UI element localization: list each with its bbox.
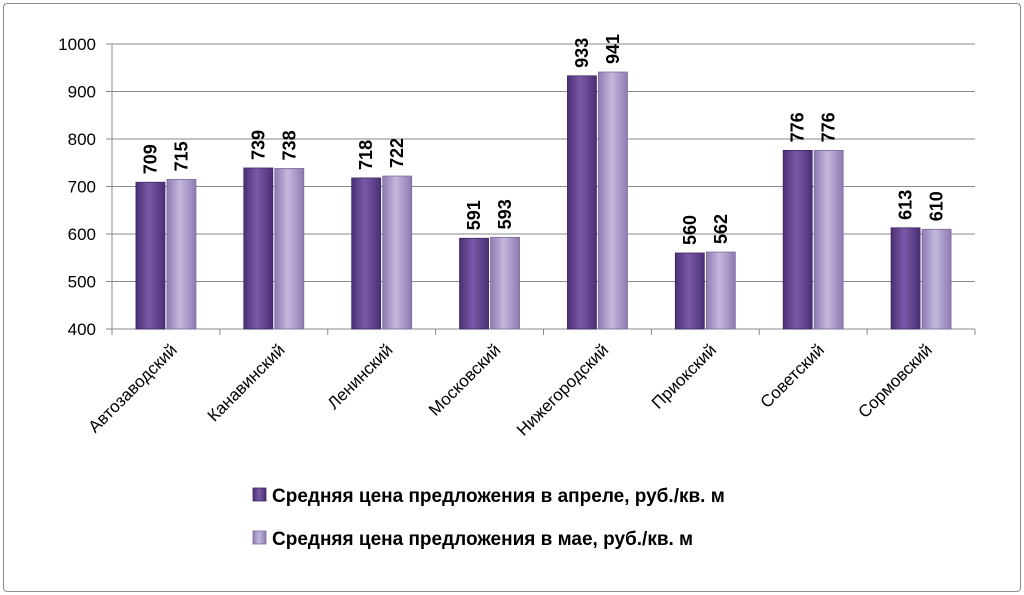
- x-category-label: Советский: [757, 340, 828, 411]
- bar: [135, 181, 166, 330]
- bar: [674, 252, 705, 330]
- y-tick-label: 600: [68, 225, 96, 244]
- bar: [598, 71, 628, 330]
- x-axis-labels: Автозаводский Канавинский Ленинский Московс…: [85, 340, 936, 439]
- legend-label: Средняя цена предложения в апреле, руб./…: [272, 486, 725, 507]
- y-axis-ticks: 400 500 600 700 800 900 1000: [58, 35, 96, 339]
- y-tick-label: 500: [68, 273, 96, 292]
- bar: [243, 167, 274, 330]
- data-label: 941: [603, 34, 623, 64]
- bar: [274, 168, 305, 330]
- bar: [166, 178, 197, 330]
- bar: [705, 251, 736, 330]
- bar: [782, 149, 813, 330]
- x-category-label: Московский: [425, 340, 504, 419]
- x-category-label: Нижегородский: [513, 340, 612, 439]
- legend-swatch: [252, 487, 267, 502]
- data-labels: 709 715 739 738 718 722 591 593 933 941 560 562 776 7…: [140, 34, 946, 245]
- bar: [351, 177, 382, 330]
- bar: [490, 236, 520, 330]
- bar: [567, 75, 597, 330]
- data-label: 593: [495, 199, 515, 229]
- y-tick-label: 1000: [58, 35, 96, 54]
- bar: [921, 228, 952, 330]
- legend-label: Средняя цена предложения в мае, руб./кв.…: [272, 529, 693, 550]
- data-label: 722: [387, 138, 407, 168]
- data-label: 560: [680, 215, 700, 245]
- data-label: 933: [572, 38, 592, 68]
- x-category-label: Ленинский: [324, 340, 397, 413]
- data-label: 739: [248, 130, 268, 160]
- x-category-label: Канавинский: [204, 340, 289, 425]
- legend: Средняя цена предложения в апреле, руб./…: [252, 486, 725, 550]
- data-label: 738: [279, 130, 299, 160]
- bars: [135, 71, 952, 330]
- gridlines: [106, 43, 976, 335]
- data-label: 718: [356, 140, 376, 170]
- y-tick-label: 700: [68, 178, 96, 197]
- x-category-label: Приокский: [648, 340, 720, 412]
- data-label: 591: [464, 200, 484, 230]
- data-label: 709: [140, 144, 160, 174]
- data-label: 562: [711, 214, 731, 244]
- x-category-label: Сормовский: [854, 340, 935, 421]
- data-label: 776: [819, 112, 839, 142]
- data-label: 610: [927, 191, 947, 221]
- bar: [813, 149, 844, 330]
- legend-swatch: [252, 530, 267, 545]
- data-label: 613: [896, 190, 916, 220]
- y-tick-label: 800: [68, 130, 96, 149]
- x-category-label: Автозаводский: [85, 340, 181, 436]
- y-tick-label: 900: [68, 83, 96, 102]
- data-label: 715: [171, 141, 191, 171]
- y-tick-label: 400: [68, 320, 96, 339]
- data-label: 776: [788, 112, 808, 142]
- bar: [890, 227, 921, 330]
- bar: [459, 237, 489, 330]
- bar: [382, 175, 413, 330]
